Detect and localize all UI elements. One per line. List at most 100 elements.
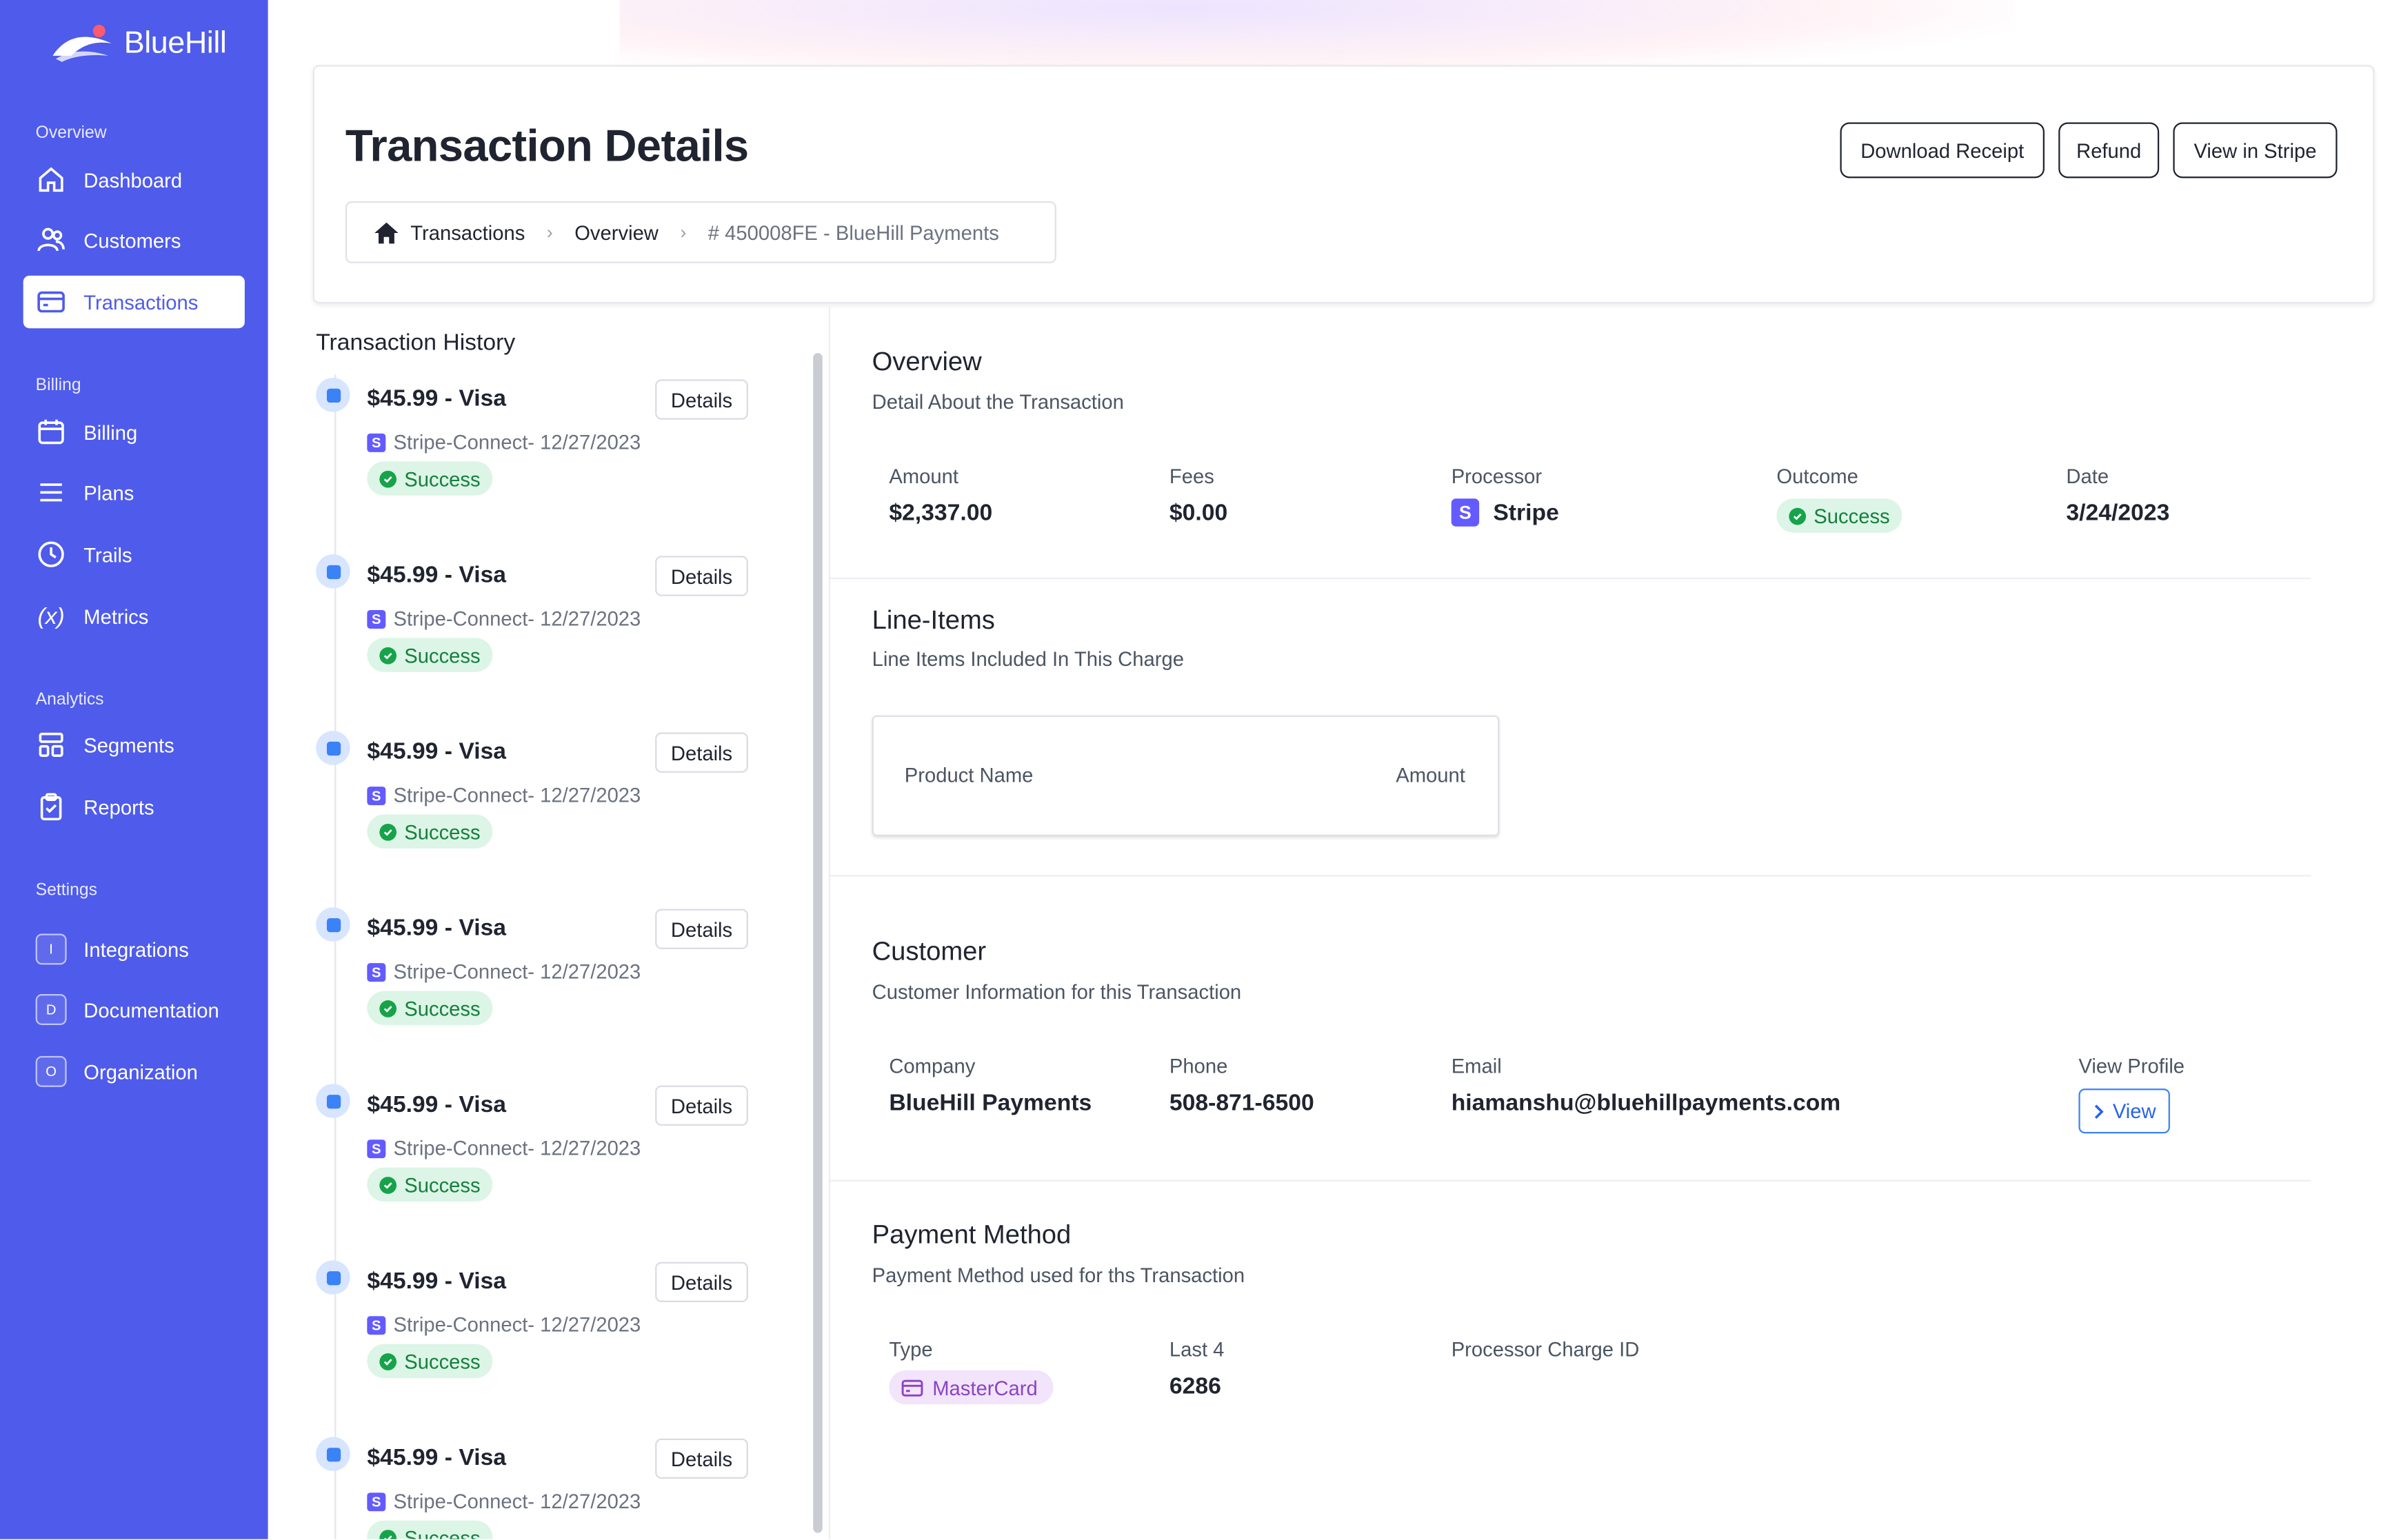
sidebar-item-reports[interactable]: Reports: [23, 780, 245, 833]
history-source-text: Stripe-Connect- 12/27/2023: [393, 430, 641, 454]
history-amount: $45.99 - Visa: [367, 738, 507, 765]
history-item: $45.99 - Visa Details S Stripe-Connect- 12/…: [313, 898, 778, 1075]
history-amount: $45.99 - Visa: [367, 915, 507, 942]
card-icon: [901, 1379, 923, 1396]
sidebar-item-label: Customers: [83, 228, 181, 252]
sidebar-item-documentation[interactable]: D Documentation: [23, 983, 245, 1035]
status-badge-wrap: Success: [367, 638, 493, 672]
chevron-right-icon: ›: [680, 221, 687, 243]
sidebar-item-transactions[interactable]: Transactions: [23, 275, 245, 329]
stripe-icon: S: [367, 432, 386, 452]
sidebar-item-trails[interactable]: Trails: [23, 528, 245, 580]
sidebar-item-integrations[interactable]: I Integrations: [23, 923, 245, 975]
history-item: $45.99 - Visa Details S Stripe-Connect- 12/…: [313, 1075, 778, 1251]
view-in-stripe-button[interactable]: View in Stripe: [2173, 122, 2338, 179]
history-source-text: Stripe-Connect- 12/27/2023: [393, 960, 641, 984]
history-source: S Stripe-Connect- 12/27/2023: [367, 607, 641, 631]
sidebar-item-label: Billing: [83, 420, 138, 444]
details-button[interactable]: Details: [655, 909, 748, 949]
details-button[interactable]: Details: [655, 1262, 748, 1303]
type-label: Type: [889, 1337, 933, 1361]
letter-badge: O: [35, 1055, 67, 1087]
home-icon[interactable]: [373, 219, 399, 245]
sidebar-item-customers[interactable]: Customers: [23, 214, 245, 266]
details-button[interactable]: Details: [655, 1438, 748, 1479]
details-button[interactable]: Details: [655, 379, 748, 420]
processor-value: Stripe: [1493, 499, 1559, 526]
check-circle-icon: [379, 646, 397, 664]
download-receipt-button[interactable]: Download Receipt: [1840, 122, 2045, 179]
status-badge-wrap: Success: [367, 1520, 493, 1539]
details-button[interactable]: Details: [655, 1085, 748, 1126]
status-badge: Success: [367, 638, 493, 672]
history-source: S Stripe-Connect- 12/27/2023: [367, 784, 641, 807]
history-item: $45.99 - Visa Details S Stripe-Connect- 12/…: [313, 1251, 778, 1428]
status-badge: Success: [367, 1520, 493, 1539]
outcome-pill-wrap: Success: [1776, 498, 1902, 533]
view-profile-label: View Profile: [2078, 1054, 2185, 1078]
sidebar-item-segments[interactable]: Segments: [23, 718, 245, 771]
phone-label: Phone: [1169, 1054, 1228, 1078]
header-card: Transaction Details Transactions › Overv…: [312, 65, 2375, 304]
last4-value: 6286: [1169, 1373, 1221, 1400]
processor-label: Processor: [1451, 464, 1543, 488]
history-amount: $45.99 - Visa: [367, 385, 507, 412]
card-type-text: MasterCard: [932, 1375, 1038, 1399]
history-scrollbar[interactable]: [813, 353, 823, 1533]
sidebar-item-label: Documentation: [83, 997, 219, 1022]
clock-icon: [34, 537, 68, 571]
details-button[interactable]: Details: [655, 732, 748, 773]
status-badge-wrap: Success: [367, 1167, 493, 1202]
sidebar-item-organization[interactable]: O Organization: [23, 1045, 245, 1097]
overview-title: Overview: [872, 347, 982, 376]
charge-id-label: Processor Charge ID: [1451, 1337, 1640, 1361]
company-value: BlueHill Payments: [889, 1090, 1092, 1117]
amount-value: $2,337.00: [889, 500, 993, 527]
history-source-text: Stripe-Connect- 12/27/2023: [393, 1313, 641, 1337]
transaction-icon: [316, 731, 350, 765]
breadcrumb-current: # 450008FE - BlueHill Payments: [707, 221, 999, 244]
transaction-icon: [316, 1260, 350, 1295]
letter-badge: D: [35, 994, 67, 1025]
divider: [830, 875, 2311, 877]
sidebar-item-plans[interactable]: Plans: [23, 466, 245, 518]
history-item: $45.99 - Visa Details S Stripe-Connect- 12/…: [313, 722, 778, 898]
stripe-icon: S: [367, 785, 386, 804]
header-glow: [619, 0, 2014, 78]
layout-icon: [34, 728, 68, 762]
processor-value-wrap: S Stripe: [1451, 498, 1559, 527]
status-badge-wrap: Success: [367, 991, 493, 1025]
sidebar-item-metrics[interactable]: (x) Metrics: [23, 590, 245, 642]
sidebar-item-label: Dashboard: [83, 168, 183, 192]
email-value: hiamanshu@bluehillpayments.com: [1451, 1090, 1841, 1117]
date-value: 3/24/2023: [2066, 500, 2170, 527]
details-button[interactable]: Details: [655, 556, 748, 596]
home-icon: [34, 163, 68, 196]
check-circle-icon: [379, 999, 397, 1017]
sidebar-item-billing[interactable]: Billing: [23, 406, 245, 458]
sidebar-item-dashboard[interactable]: Dashboard: [23, 153, 245, 205]
breadcrumb-overview[interactable]: Overview: [574, 221, 659, 244]
status-badge: Success: [367, 1344, 493, 1379]
letter-badge: I: [35, 933, 67, 965]
status-text: Success: [1814, 504, 1890, 527]
refund-button[interactable]: Refund: [2058, 122, 2160, 179]
history-amount: $45.99 - Visa: [367, 1444, 507, 1471]
check-circle-icon: [379, 1175, 397, 1193]
status-text: Success: [404, 820, 481, 844]
view-profile-button[interactable]: View: [2078, 1088, 2170, 1134]
outcome-label: Outcome: [1776, 464, 1858, 488]
payment-title: Payment Method: [872, 1220, 1072, 1250]
breadcrumb-transactions[interactable]: Transactions: [410, 221, 525, 244]
history-source-text: Stripe-Connect- 12/27/2023: [393, 1489, 641, 1513]
brand-logo[interactable]: BlueHill: [50, 21, 227, 65]
variable-icon: (x): [37, 602, 65, 630]
customer-title: Customer: [872, 936, 987, 966]
history-source-text: Stripe-Connect- 12/27/2023: [393, 607, 641, 631]
status-badge: Success: [367, 1167, 493, 1202]
transaction-icon: [316, 1084, 350, 1118]
stripe-icon: S: [367, 1315, 386, 1335]
view-button-label: View: [2112, 1099, 2156, 1123]
sidebar-item-label: Plans: [83, 480, 134, 505]
list-icon: [34, 476, 68, 509]
